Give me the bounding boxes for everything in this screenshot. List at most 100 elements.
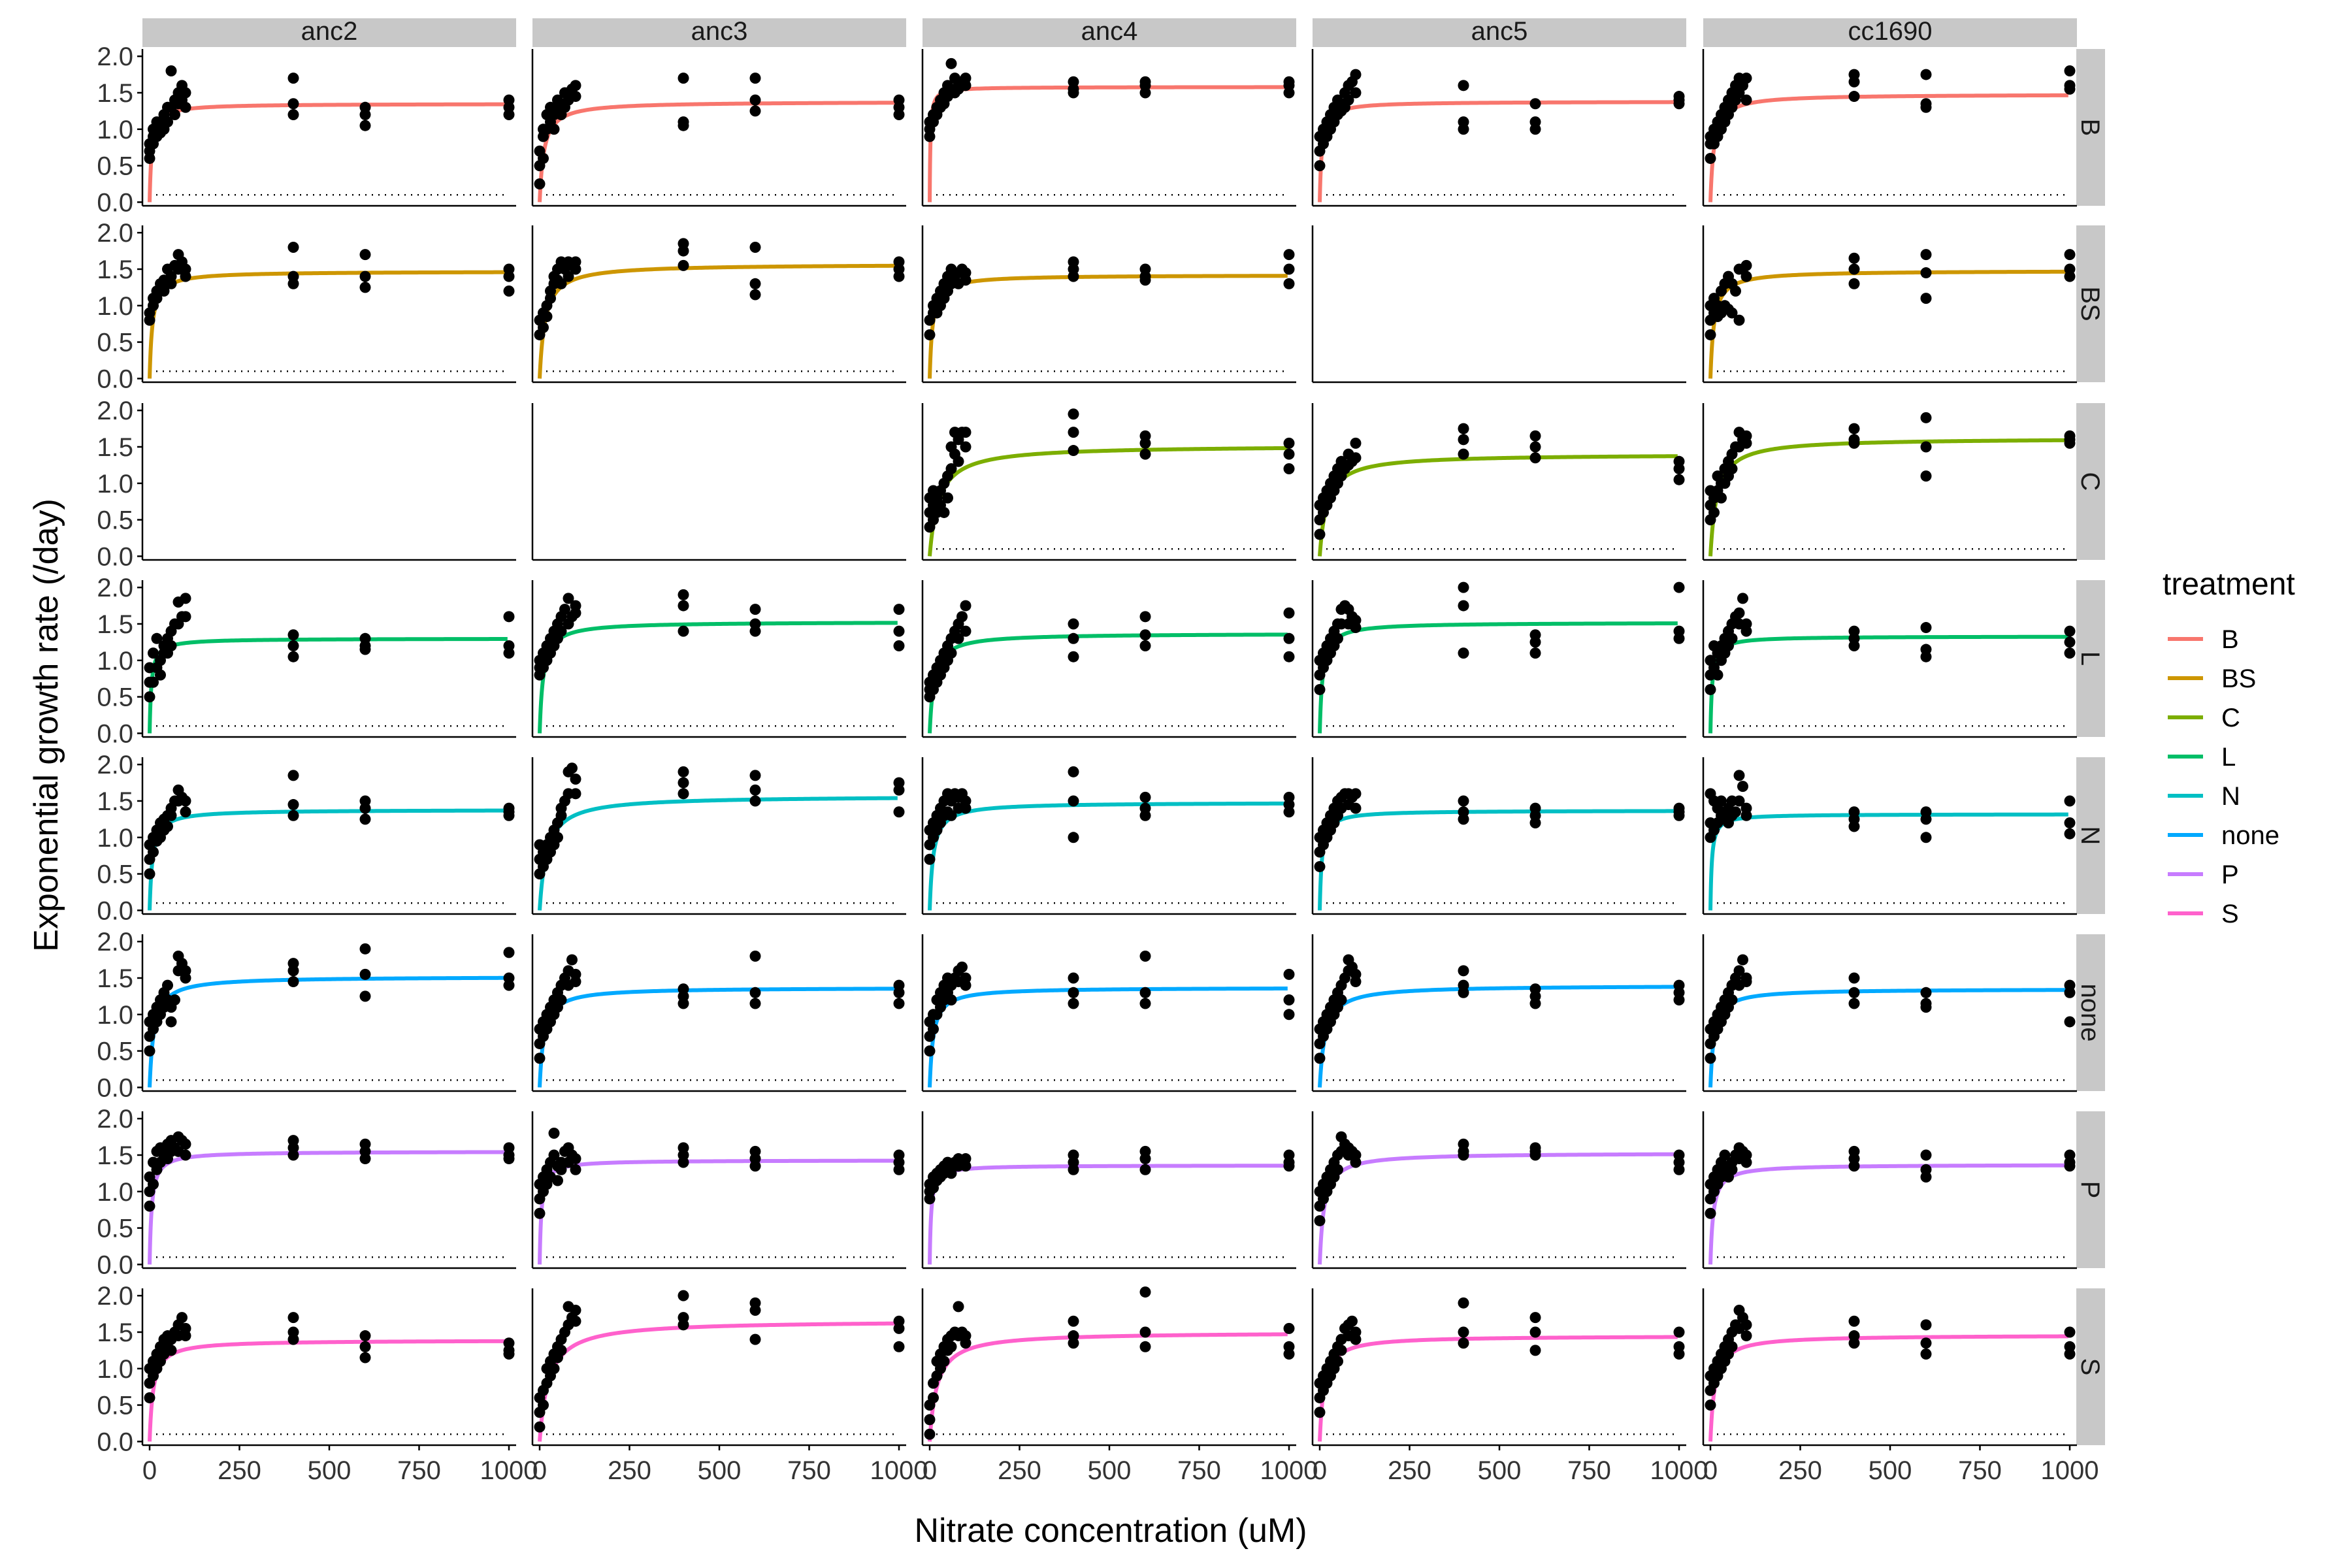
- data-point: [1458, 1337, 1469, 1349]
- data-point: [148, 846, 159, 858]
- facet-strip-P: [2076, 1111, 2105, 1268]
- data-point: [1920, 441, 1932, 453]
- data-point: [359, 108, 371, 120]
- data-point: [2064, 795, 2076, 807]
- data-point: [1848, 437, 1860, 449]
- data-point: [2064, 625, 2076, 637]
- data-point: [945, 1168, 957, 1179]
- legend-label-none: none: [2221, 821, 2279, 850]
- data-point: [678, 73, 689, 84]
- y-tick-label: 1.5: [97, 610, 133, 639]
- fit-curve-BS: [928, 274, 1288, 379]
- data-point: [956, 961, 968, 973]
- data-point: [1283, 1348, 1295, 1360]
- data-point: [2064, 1348, 2076, 1360]
- fit-curve-P: [1708, 1163, 2068, 1265]
- data-point: [1740, 259, 1752, 271]
- data-point: [359, 1341, 371, 1352]
- data-point: [155, 669, 166, 681]
- data-point: [1726, 463, 1738, 474]
- data-point: [678, 766, 689, 777]
- y-tick-label: 1.0: [97, 1178, 133, 1207]
- data-point: [1283, 1009, 1295, 1021]
- data-point: [1139, 437, 1151, 449]
- data-point: [1283, 806, 1295, 818]
- data-point: [144, 1045, 155, 1057]
- data-point: [924, 1428, 936, 1440]
- data-point: [144, 1392, 155, 1403]
- data-point: [1705, 329, 1716, 340]
- data-point: [1529, 1312, 1541, 1324]
- panel-none-anc4: [924, 950, 1295, 1088]
- data-point: [359, 120, 371, 131]
- data-point: [538, 1399, 549, 1411]
- data-point: [942, 492, 953, 504]
- data-point: [503, 1348, 515, 1360]
- data-point: [1068, 651, 1079, 662]
- data-point: [749, 604, 761, 615]
- data-point: [1673, 632, 1685, 644]
- data-point: [1726, 632, 1738, 644]
- data-point: [534, 1053, 546, 1064]
- data-point: [534, 178, 546, 190]
- data-point: [503, 979, 515, 991]
- y-tick-label: 1.0: [97, 824, 133, 853]
- data-point: [749, 94, 761, 106]
- data-point: [503, 1153, 515, 1165]
- facet-strip-cc1690: [1703, 18, 2077, 47]
- data-point: [180, 593, 191, 604]
- facet-strip-label: L: [2076, 651, 2104, 666]
- data-point: [1529, 1326, 1541, 1338]
- fit-curve-none: [1318, 985, 1678, 1088]
- panel-BS-anc3: [534, 238, 905, 379]
- x-tick-label: 0: [532, 1456, 547, 1485]
- data-point: [945, 57, 957, 69]
- data-point: [1920, 101, 1932, 113]
- data-point: [2064, 83, 2076, 95]
- data-point: [287, 98, 299, 110]
- panel-B-anc5: [1314, 69, 1685, 203]
- data-point: [678, 600, 689, 612]
- data-point: [1068, 972, 1079, 984]
- data-point: [1139, 640, 1151, 651]
- fit-curve-P: [538, 1158, 898, 1265]
- data-point: [1068, 632, 1079, 644]
- data-point: [678, 1290, 689, 1301]
- data-point: [953, 1301, 964, 1313]
- data-point: [1139, 1286, 1151, 1298]
- data-point: [1920, 267, 1932, 279]
- fit-curve-S: [928, 1332, 1288, 1442]
- data-point: [1068, 1315, 1079, 1327]
- fit-curve-S: [538, 1321, 898, 1442]
- fit-curve-L: [538, 621, 898, 734]
- data-point: [1068, 832, 1079, 843]
- y-tick-label: 1.5: [97, 1318, 133, 1347]
- data-point: [1139, 448, 1151, 460]
- data-point: [1673, 98, 1685, 110]
- data-point: [1283, 249, 1295, 261]
- data-point: [1733, 770, 1745, 781]
- data-point: [1068, 987, 1079, 998]
- panel-B-anc3: [534, 73, 905, 203]
- data-point: [555, 1164, 567, 1175]
- facet-strip-label: N: [2076, 826, 2104, 845]
- axes: 0.00.51.01.52.00.00.51.01.52.00.00.51.01…: [97, 42, 2099, 1485]
- fit-curve-L: [1318, 621, 1678, 734]
- data-point: [563, 593, 574, 604]
- data-point: [1458, 813, 1469, 825]
- x-tick-label: 500: [308, 1456, 351, 1485]
- y-tick-label: 1.5: [97, 255, 133, 284]
- data-point: [1068, 998, 1079, 1009]
- data-point: [1139, 987, 1151, 998]
- data-point: [359, 282, 371, 293]
- fit-curve-P: [928, 1164, 1288, 1265]
- data-point: [1848, 1315, 1860, 1327]
- data-point: [503, 611, 515, 623]
- data-point: [749, 105, 761, 117]
- y-tick-label: 2.0: [97, 219, 133, 248]
- data-point: [1740, 73, 1752, 84]
- legend-label-L: L: [2221, 743, 2236, 772]
- data-point: [548, 1127, 560, 1139]
- panel-B-cc1690: [1705, 65, 2076, 203]
- data-point: [1332, 1164, 1343, 1175]
